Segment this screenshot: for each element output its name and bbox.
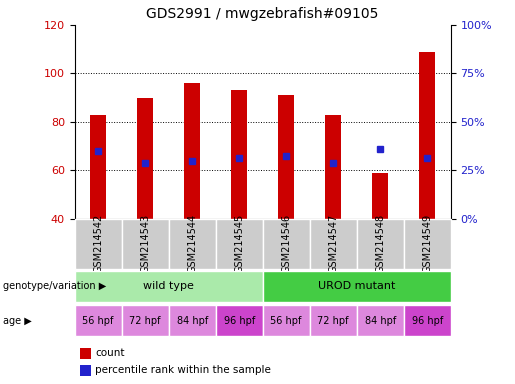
Bar	[419, 51, 435, 219]
Text: GSM214545: GSM214545	[234, 214, 244, 273]
Bar	[137, 98, 153, 219]
Bar	[122, 219, 168, 269]
Bar	[184, 83, 200, 219]
Text: 96 hpf: 96 hpf	[224, 316, 255, 326]
Bar	[80, 348, 91, 359]
Bar	[263, 305, 310, 336]
Text: GSM214542: GSM214542	[93, 214, 103, 273]
Bar	[216, 219, 263, 269]
Text: genotype/variation ▶: genotype/variation ▶	[3, 281, 106, 291]
Title: GDS2991 / mwgzebrafish#09105: GDS2991 / mwgzebrafish#09105	[146, 7, 379, 21]
Text: 72 hpf: 72 hpf	[129, 316, 161, 326]
Bar	[310, 305, 356, 336]
Bar	[122, 305, 168, 336]
Bar	[404, 305, 451, 336]
Text: GSM214544: GSM214544	[187, 214, 197, 273]
Bar	[310, 219, 356, 269]
Bar	[75, 219, 122, 269]
Text: age ▶: age ▶	[3, 316, 31, 326]
Text: GSM214549: GSM214549	[422, 214, 432, 273]
Text: wild type: wild type	[143, 281, 194, 291]
Bar	[356, 219, 404, 269]
Text: UROD mutant: UROD mutant	[318, 281, 396, 291]
Bar	[75, 305, 122, 336]
Bar	[231, 90, 247, 219]
Bar	[325, 115, 341, 219]
Bar	[80, 365, 91, 376]
Text: GSM214543: GSM214543	[140, 214, 150, 273]
Text: GSM214546: GSM214546	[281, 214, 291, 273]
Bar	[168, 305, 216, 336]
Bar	[75, 271, 263, 302]
Bar	[404, 219, 451, 269]
Text: 96 hpf: 96 hpf	[411, 316, 443, 326]
Text: 84 hpf: 84 hpf	[365, 316, 396, 326]
Text: percentile rank within the sample: percentile rank within the sample	[95, 365, 271, 375]
Bar	[168, 219, 216, 269]
Text: 56 hpf: 56 hpf	[82, 316, 114, 326]
Bar	[216, 305, 263, 336]
Bar	[356, 305, 404, 336]
Text: count: count	[95, 348, 125, 358]
Text: 84 hpf: 84 hpf	[177, 316, 208, 326]
Text: 56 hpf: 56 hpf	[270, 316, 302, 326]
Bar	[372, 173, 388, 219]
Bar	[278, 95, 295, 219]
Text: GSM214548: GSM214548	[375, 214, 385, 273]
Text: 72 hpf: 72 hpf	[317, 316, 349, 326]
Bar	[263, 219, 310, 269]
Bar	[90, 115, 107, 219]
Bar	[263, 271, 451, 302]
Text: GSM214547: GSM214547	[328, 214, 338, 273]
